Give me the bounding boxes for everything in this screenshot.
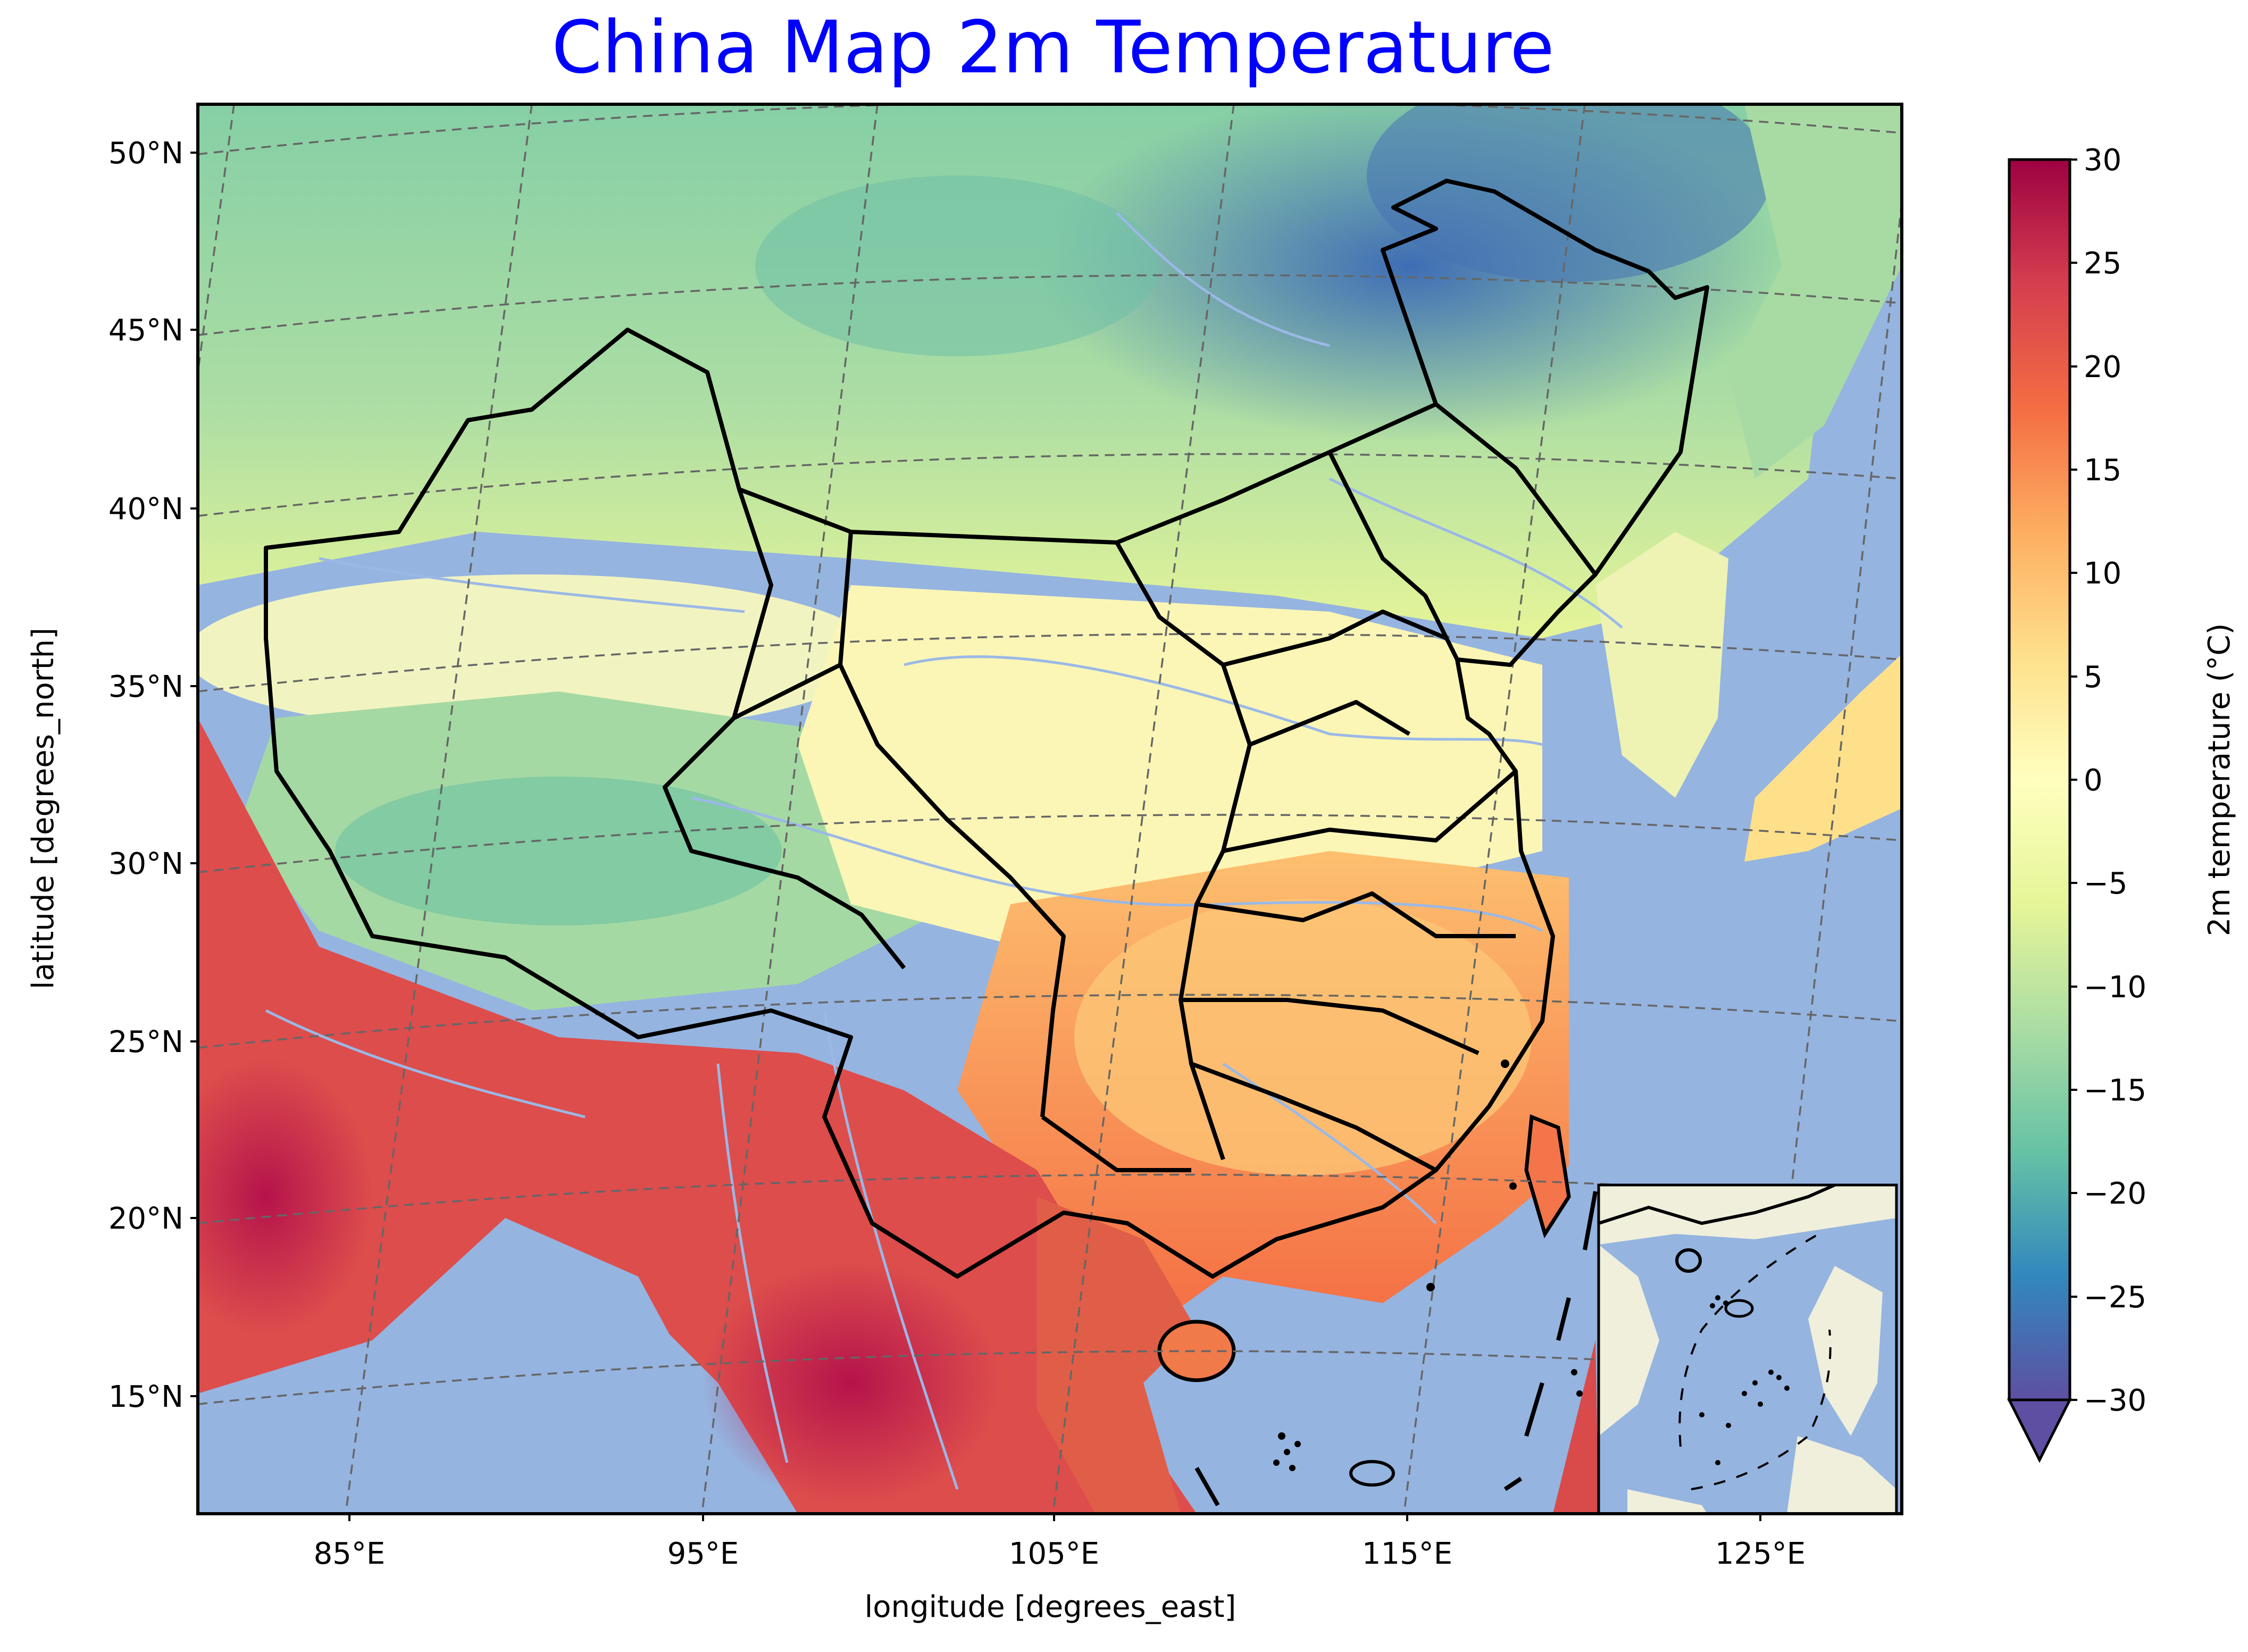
hot-core-2 (198, 1058, 372, 1335)
lat-tick-label: 25°N (108, 1025, 183, 1059)
lat-tick-label: 20°N (108, 1202, 183, 1236)
colorbar-tick-label: 25 (2084, 246, 2121, 281)
colorbar-tick-label: 15 (2084, 453, 2121, 488)
cold-core-2 (1367, 104, 1771, 282)
lat-tick-label: 30°N (108, 847, 183, 881)
colorbar-tick-label: −20 (2084, 1177, 2146, 1211)
bay-of-bengal (198, 1218, 713, 1514)
lat-tick-label: 15°N (108, 1380, 183, 1414)
colorbar: 30 25 20 15 10 5 0 −5 −10 −15 −20 −25 −3… (2007, 143, 2237, 1463)
colorbar-gradient (2009, 160, 2070, 1400)
colorbar-tick-label: −10 (2084, 970, 2146, 1005)
china-boundaries (264, 179, 1709, 1279)
taiwan (1524, 1114, 1571, 1239)
colorbar-tick-label: −15 (2084, 1073, 2146, 1108)
luzon-land (1553, 1340, 1599, 1514)
hot-core (702, 1261, 1000, 1505)
south-china-sea (1090, 1144, 1622, 1514)
south-mid-field (1074, 899, 1532, 1175)
lat-ticks (190, 152, 198, 1397)
colorbar-extend-arrow (2007, 1398, 2072, 1463)
nine-dash-line (1194, 1191, 1598, 1506)
y-axis-label: latitude [degrees_north] (26, 628, 61, 989)
indochina-land (1037, 1197, 1197, 1514)
inset-map (1599, 1185, 1896, 1514)
lon-tick-label: 95°E (667, 1537, 739, 1571)
japan-land (1744, 654, 1902, 862)
colorbar-tick-label: 30 (2084, 143, 2121, 178)
map-title: China Map 2m Temperature (551, 6, 1555, 90)
lat-tick-label: 35°N (108, 670, 183, 704)
plateau-cold-core (335, 777, 782, 925)
colorbar-tick-label: −30 (2084, 1383, 2146, 1418)
colorbar-tick-label: 0 (2084, 763, 2103, 798)
lon-tick-label: 115°E (1362, 1537, 1452, 1571)
scs-islands (1273, 1059, 1583, 1487)
lat-tick-label: 50°N (108, 136, 183, 171)
lon-ticks (348, 1514, 1761, 1521)
colorbar-tick-label: −25 (2084, 1280, 2146, 1315)
korea-land (1595, 532, 1728, 798)
colorbar-tick-label: 10 (2084, 556, 2121, 591)
lat-tick-label: 45°N (108, 313, 183, 348)
colorbar-label: 2m temperature (°C) (2202, 623, 2237, 937)
lon-tick-label: 85°E (314, 1537, 386, 1571)
inset-frame (1597, 1183, 1898, 1514)
lon-tick-label: 125°E (1715, 1537, 1806, 1571)
colorbar-tick-label: 5 (2084, 660, 2103, 695)
lat-tick-label: 40°N (108, 492, 183, 527)
lon-tick-label: 105°E (1009, 1537, 1099, 1571)
cool-patch (755, 176, 1159, 356)
map-frame (196, 103, 1903, 1515)
map-area (198, 104, 1902, 1514)
x-axis-label: longitude [degrees_east] (865, 1590, 1236, 1624)
tarim-basin-field (198, 574, 878, 734)
far-east-land (1728, 104, 1902, 479)
colorbar-tick-label: 20 (2084, 350, 2121, 385)
graticule (198, 104, 1902, 1514)
colorbar-tick-label: −5 (2084, 866, 2128, 901)
